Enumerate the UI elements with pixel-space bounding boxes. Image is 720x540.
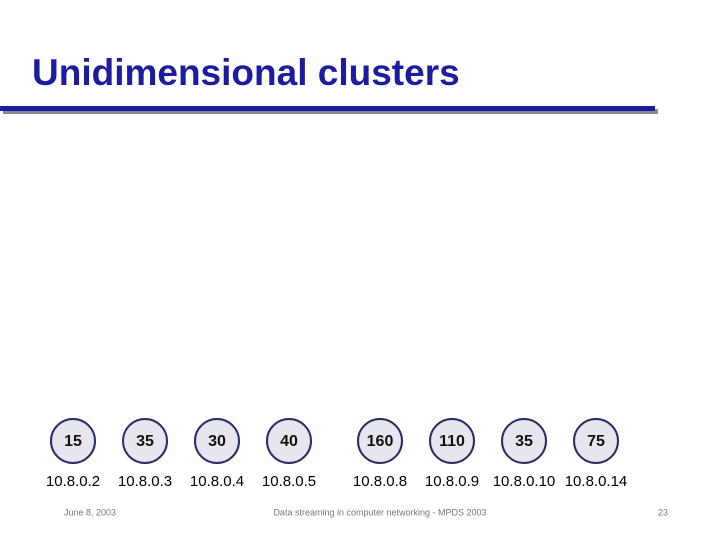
node-circle <box>266 418 312 464</box>
node-circle <box>429 418 475 464</box>
node-label: 10.8.0.3 <box>118 473 172 490</box>
node-circle <box>573 418 619 464</box>
footer-date: June 8, 2003 <box>64 507 116 517</box>
slide-title: Unidimensional clusters <box>32 52 460 93</box>
node-circle <box>122 418 168 464</box>
node-count: 75 <box>587 433 605 450</box>
node-circle <box>501 418 547 464</box>
node-label: 10.8.0.14 <box>565 473 628 490</box>
node-label: 10.8.0.5 <box>262 473 316 490</box>
node-count: 110 <box>439 433 465 450</box>
node-label: 10.8.0.4 <box>190 473 244 490</box>
node-count: 30 <box>208 433 226 450</box>
node-count: 40 <box>280 433 298 450</box>
node-label: 10.8.0.9 <box>425 473 479 490</box>
node-label: 10.8.0.8 <box>353 473 407 490</box>
node-label: 10.8.0.2 <box>46 473 100 490</box>
node-count: 35 <box>136 433 154 450</box>
title-rule-shadow <box>3 109 658 114</box>
node-count: 160 <box>367 433 394 450</box>
node-circle <box>50 418 96 464</box>
node-label: 10.8.0.10 <box>493 473 556 490</box>
node-circle <box>194 418 240 464</box>
node-count: 15 <box>64 433 82 450</box>
footer-center: Data streaming in computer networking - … <box>273 507 486 517</box>
node-count: 35 <box>515 433 533 450</box>
page-number: 23 <box>658 507 668 517</box>
node-circle <box>357 418 403 464</box>
title-rule <box>0 106 655 111</box>
node-row: 15 10.8.0.2 35 10.8.0.3 30 10.8.0.4 40 10.8.0.5… <box>46 418 628 490</box>
